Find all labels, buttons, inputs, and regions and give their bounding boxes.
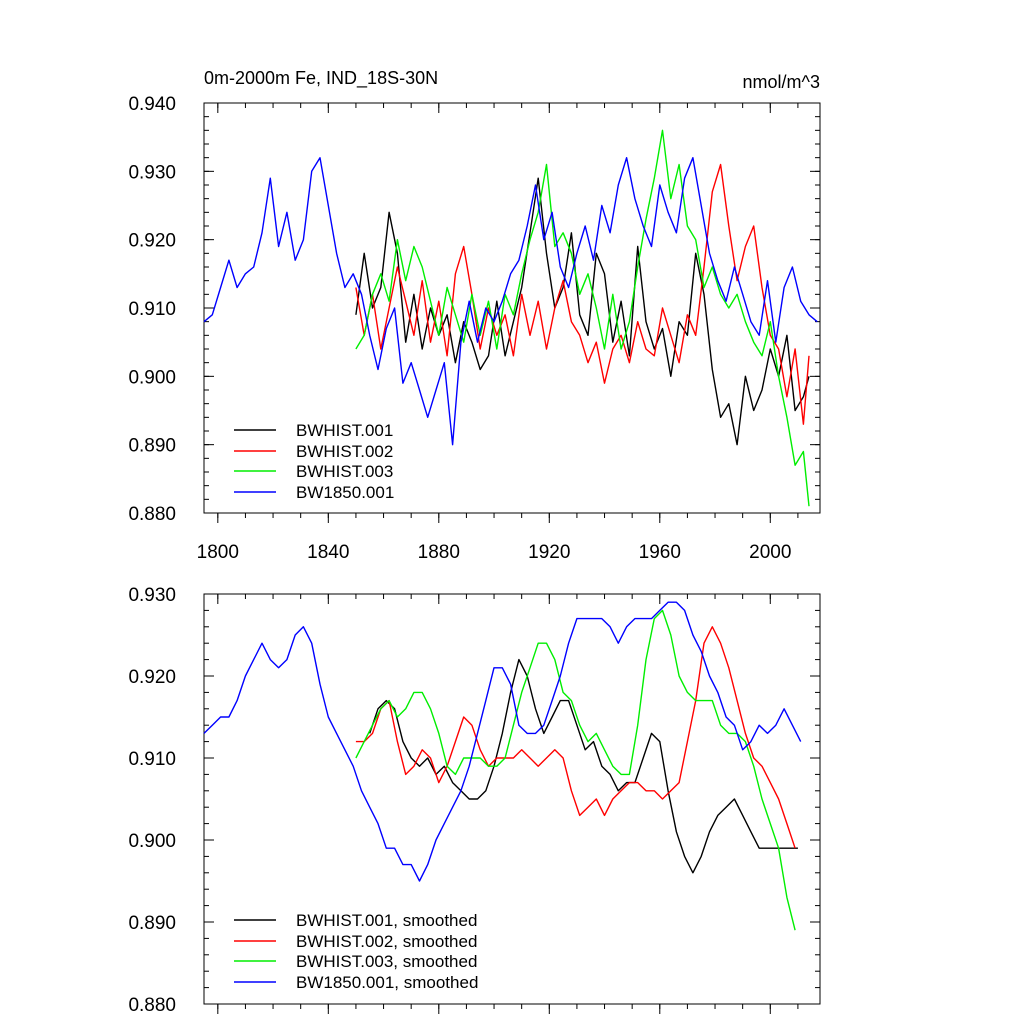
top-legend: BWHIST.001 BWHIST.002 BWHIST.003 BW1850.… — [234, 421, 394, 502]
top-xtick-label: 1800 — [197, 542, 239, 563]
bottom-series-1 — [369, 658, 798, 874]
top-legend-label-3: BWHIST.003 — [296, 462, 393, 481]
bottom-x-axis — [217, 594, 799, 1014]
top-ytick-label: 0.930 — [128, 162, 176, 183]
top-ytick-label: 0.920 — [128, 231, 176, 252]
top-series-group — [203, 129, 818, 507]
top-panel: 0m-2000m Fe, IND_18S-30N nmol/m^3 0.8800… — [128, 68, 821, 563]
top-ytick-label: 0.900 — [128, 367, 176, 388]
top-series-1 — [355, 177, 810, 446]
bottom-y-axis: 0.880 0.890 0.900 0.910 0.920 0.930 — [128, 585, 820, 1016]
top-series-2 — [355, 163, 810, 425]
top-legend-label-4: BW1850.001 — [296, 483, 394, 502]
top-legend-label-2: BWHIST.002 — [296, 442, 393, 461]
top-ytick-label: 0.880 — [128, 504, 176, 525]
top-xtick-label: 1840 — [307, 542, 349, 563]
top-y-axis: 0.880 0.890 0.900 0.910 0.920 0.930 0.940 — [128, 94, 820, 525]
top-xtick-label: 1880 — [418, 542, 460, 563]
bottom-ytick-label: 0.930 — [128, 585, 176, 606]
bottom-ytick-label: 0.880 — [128, 995, 176, 1016]
bottom-legend-label-1: BWHIST.001, smoothed — [296, 911, 477, 930]
bottom-series-3 — [355, 609, 796, 931]
bottom-ytick-label: 0.920 — [128, 667, 176, 688]
top-xtick-label: 1920 — [528, 542, 570, 563]
top-xtick-label: 2000 — [749, 542, 791, 563]
bottom-series-group — [203, 601, 802, 931]
bottom-series-2 — [355, 626, 796, 849]
bottom-legend-label-2: BWHIST.002, smoothed — [296, 932, 477, 951]
bottom-ytick-label: 0.890 — [128, 913, 176, 934]
bottom-series-4 — [203, 601, 802, 882]
bottom-legend-label-4: BW1850.001, smoothed — [296, 973, 478, 992]
bottom-legend: BWHIST.001, smoothed BWHIST.002, smoothe… — [234, 911, 478, 992]
top-ytick-label: 0.890 — [128, 436, 176, 457]
bottom-legend-label-3: BWHIST.003, smoothed — [296, 952, 477, 971]
top-xtick-label: 1960 — [639, 542, 681, 563]
top-legend-label-1: BWHIST.001 — [296, 421, 393, 440]
bottom-plot-frame — [203, 593, 821, 1005]
top-series-4 — [203, 156, 818, 446]
bottom-panel: 0.880 0.890 0.900 0.910 0.920 0.930 BWHIST.00… — [128, 585, 821, 1016]
top-series-3 — [355, 129, 810, 507]
top-ytick-label: 0.940 — [128, 94, 176, 115]
bottom-ytick-label: 0.900 — [128, 831, 176, 852]
top-title-left: 0m-2000m Fe, IND_18S-30N — [204, 68, 438, 89]
top-ytick-label: 0.910 — [128, 299, 176, 320]
top-title-right: nmol/m^3 — [743, 72, 820, 92]
top-x-axis: 1800 1840 1880 1920 1960 2000 — [197, 103, 799, 563]
bottom-ytick-label: 0.910 — [128, 749, 176, 770]
